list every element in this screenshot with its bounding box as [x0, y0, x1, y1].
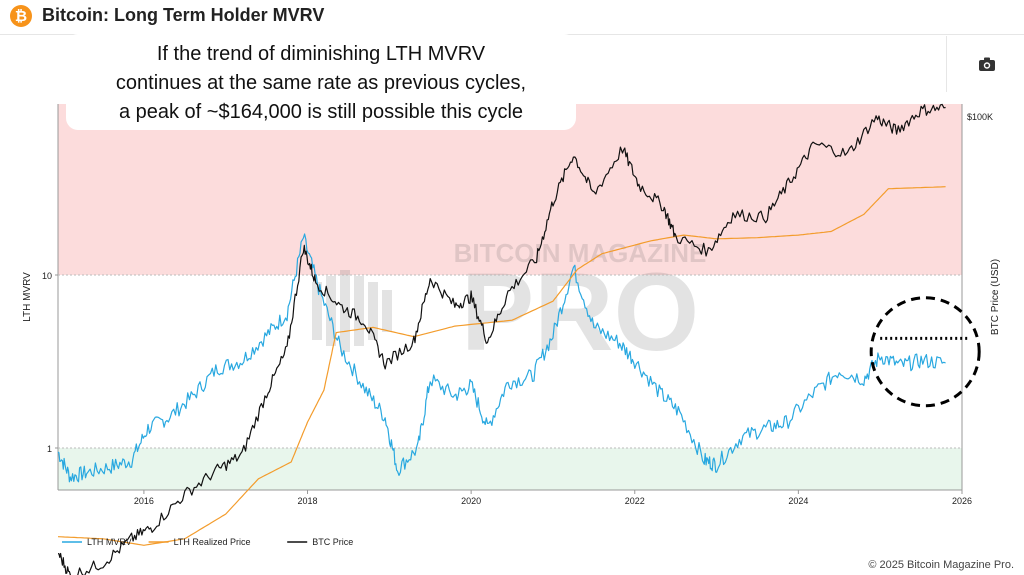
y-left-tick-label: 1 — [47, 444, 52, 454]
watermark-line1: BITCOIN MAGAZINE — [454, 238, 707, 268]
series-line-btc-price — [57, 103, 946, 575]
x-tick-label: 2024 — [788, 496, 808, 506]
x-tick-label: 2020 — [461, 496, 481, 506]
x-tick-label: 2018 — [298, 496, 318, 506]
zone-undervalued — [58, 448, 962, 490]
x-tick-label: 2026 — [952, 496, 972, 506]
annotation-line: continues at the same rate as previous c… — [116, 72, 526, 94]
series-line-lth-mvrv — [57, 233, 946, 483]
annotation-box — [66, 34, 576, 130]
legend-label[interactable]: LTH Realized Price — [174, 537, 251, 547]
legend-label[interactable]: LTH MVRV — [87, 537, 132, 547]
y-right-axis-label: BTC Price (USD) — [990, 259, 1001, 335]
copyright-text: © 2025 Bitcoin Magazine Pro. — [868, 559, 1014, 571]
watermark: BITCOIN MAGAZINE PRO — [312, 238, 706, 374]
bitcoin-icon: ₿ — [10, 5, 32, 27]
series-line-lth-realized-price — [57, 186, 946, 546]
annotation-line: a peak of ~$164,000 is still possible th… — [119, 101, 523, 123]
x-tick-label: 2022 — [625, 496, 645, 506]
annotation-line: If the trend of diminishing LTH MVRV — [157, 43, 486, 65]
y-right-tick-label: $100K — [967, 112, 993, 122]
y-left-tick-label: 10 — [42, 271, 52, 281]
camera-icon[interactable] — [978, 56, 996, 72]
highlight-circle — [869, 296, 981, 408]
watermark-line2: PRO — [461, 251, 699, 374]
page-title: Bitcoin: Long Term Holder MVRV — [42, 5, 325, 25]
zone-overvalued — [58, 104, 962, 275]
x-tick-label: 2016 — [134, 496, 154, 506]
legend-label[interactable]: BTC Price — [312, 537, 353, 547]
y-left-axis-label: LTH MVRV — [22, 272, 33, 322]
toolbar-divider — [946, 36, 947, 92]
